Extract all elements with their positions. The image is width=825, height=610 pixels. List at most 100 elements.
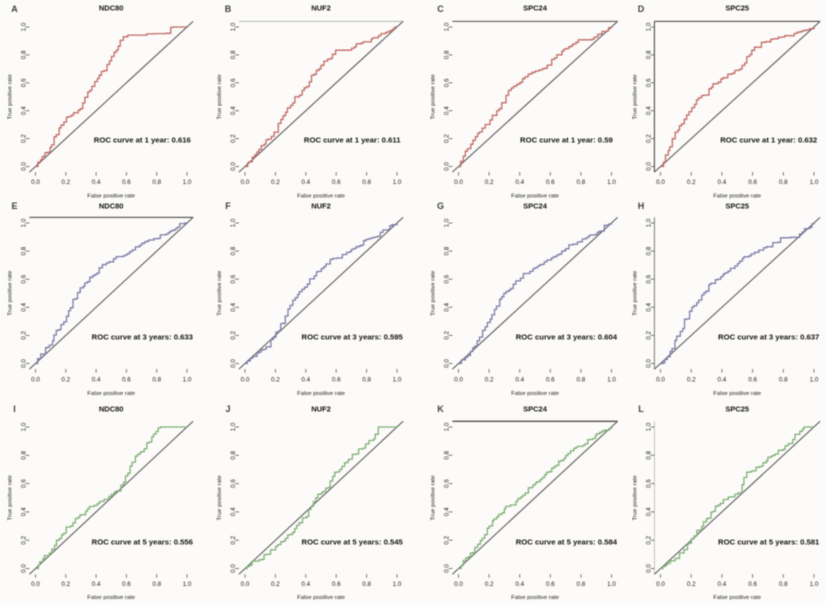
svg-text:0.8: 0.8 — [444, 50, 451, 59]
svg-text:True positive rate: True positive rate — [8, 73, 14, 119]
svg-text:0.6: 0.6 — [646, 78, 653, 87]
svg-text:0.8: 0.8 — [646, 246, 653, 255]
svg-text:0.8: 0.8 — [152, 179, 161, 186]
svg-text:True positive rate: True positive rate — [217, 270, 223, 316]
svg-text:0.0: 0.0 — [31, 581, 40, 588]
svg-text:0.4: 0.4 — [301, 377, 310, 384]
svg-text:0.8: 0.8 — [577, 581, 586, 588]
svg-text:NUF2: NUF2 — [311, 4, 331, 13]
svg-text:True positive rate: True positive rate — [8, 270, 14, 316]
svg-text:0.0: 0.0 — [656, 581, 665, 588]
svg-text:0.0: 0.0 — [646, 162, 653, 171]
svg-text:1.0: 1.0 — [393, 581, 402, 588]
svg-text:NDC80: NDC80 — [99, 202, 124, 211]
svg-text:0.0: 0.0 — [646, 359, 653, 368]
svg-text:NUF2: NUF2 — [311, 405, 331, 414]
svg-text:0.6: 0.6 — [444, 274, 451, 283]
svg-text:G: G — [437, 201, 444, 211]
svg-text:ROC curve at 5 years: 0.581: ROC curve at 5 years: 0.581 — [718, 537, 820, 546]
svg-text:False positive rate: False positive rate — [297, 391, 346, 397]
svg-text:0.0: 0.0 — [454, 377, 463, 384]
svg-text:True positive rate: True positive rate — [633, 270, 639, 316]
svg-text:1.0: 1.0 — [607, 179, 616, 186]
svg-text:0.8: 0.8 — [779, 377, 788, 384]
svg-text:F: F — [225, 201, 231, 211]
svg-text:0.8: 0.8 — [646, 50, 653, 59]
svg-text:0.0: 0.0 — [21, 359, 28, 368]
svg-text:0.2: 0.2 — [687, 179, 696, 186]
svg-text:False positive rate: False positive rate — [511, 391, 560, 397]
svg-text:ROC curve at 5 years: 0.545: ROC curve at 5 years: 0.545 — [302, 537, 404, 546]
svg-text:0.8: 0.8 — [230, 450, 237, 459]
svg-text:ROC curve at 3 years: 0.604: ROC curve at 3 years: 0.604 — [516, 333, 618, 342]
svg-text:J: J — [225, 404, 230, 414]
svg-text:0.2: 0.2 — [646, 331, 653, 340]
svg-text:0.2: 0.2 — [230, 134, 237, 143]
svg-text:0.8: 0.8 — [779, 581, 788, 588]
svg-text:True positive rate: True positive rate — [633, 73, 639, 119]
svg-text:0.2: 0.2 — [687, 377, 696, 384]
svg-text:0.2: 0.2 — [21, 134, 28, 143]
svg-text:0.6: 0.6 — [748, 581, 757, 588]
svg-text:1.0: 1.0 — [21, 422, 28, 431]
svg-text:ROC curve at 1 year: 0.611: ROC curve at 1 year: 0.611 — [304, 136, 401, 145]
svg-text:False positive rate: False positive rate — [87, 194, 136, 200]
svg-text:0.6: 0.6 — [444, 78, 451, 87]
svg-text:1.0: 1.0 — [21, 218, 28, 227]
svg-text:ROC curve at 3 years: 0.637: ROC curve at 3 years: 0.637 — [718, 333, 819, 342]
svg-text:False positive rate: False positive rate — [511, 595, 560, 601]
svg-text:0.2: 0.2 — [230, 535, 237, 544]
svg-text:0.6: 0.6 — [444, 479, 451, 488]
svg-text:0.2: 0.2 — [21, 331, 28, 340]
svg-text:0.4: 0.4 — [444, 302, 451, 311]
svg-text:0.4: 0.4 — [718, 179, 727, 186]
svg-text:0.6: 0.6 — [646, 274, 653, 283]
svg-text:0.4: 0.4 — [92, 179, 101, 186]
svg-text:1.0: 1.0 — [444, 218, 451, 227]
svg-text:0.6: 0.6 — [748, 377, 757, 384]
svg-text:0.8: 0.8 — [362, 377, 371, 384]
svg-text:0.6: 0.6 — [21, 78, 28, 87]
svg-text:0.2: 0.2 — [485, 581, 494, 588]
svg-text:0.4: 0.4 — [444, 507, 451, 516]
svg-text:1.0: 1.0 — [607, 581, 616, 588]
svg-text:0.6: 0.6 — [332, 179, 341, 186]
svg-text:0.2: 0.2 — [646, 535, 653, 544]
svg-text:0.8: 0.8 — [21, 246, 28, 255]
svg-text:1.0: 1.0 — [183, 377, 192, 384]
svg-text:1.0: 1.0 — [646, 22, 653, 31]
svg-text:0.4: 0.4 — [21, 106, 28, 115]
svg-text:ROC curve at 1 year: 0.632: ROC curve at 1 year: 0.632 — [720, 136, 817, 145]
svg-text:0.8: 0.8 — [444, 246, 451, 255]
svg-text:A: A — [11, 4, 18, 14]
svg-text:True positive rate: True positive rate — [217, 73, 223, 119]
svg-text:0.8: 0.8 — [779, 179, 788, 186]
svg-text:0.6: 0.6 — [546, 581, 555, 588]
svg-text:0.4: 0.4 — [301, 179, 310, 186]
svg-text:0.2: 0.2 — [61, 377, 70, 384]
svg-text:True positive rate: True positive rate — [431, 73, 437, 119]
svg-text:0.0: 0.0 — [21, 162, 28, 171]
svg-text:0.6: 0.6 — [748, 179, 757, 186]
svg-text:ROC curve at 3 years: 0.633: ROC curve at 3 years: 0.633 — [92, 333, 193, 342]
svg-text:0.8: 0.8 — [21, 50, 28, 59]
svg-text:False positive rate: False positive rate — [87, 595, 136, 601]
svg-text:0.2: 0.2 — [21, 535, 28, 544]
svg-text:NDC80: NDC80 — [99, 405, 124, 414]
svg-text:ROC curve at 1 year: 0.616: ROC curve at 1 year: 0.616 — [94, 136, 191, 145]
svg-text:0.0: 0.0 — [444, 359, 451, 368]
svg-text:0.6: 0.6 — [646, 479, 653, 488]
svg-text:0.0: 0.0 — [31, 179, 40, 186]
svg-text:0.4: 0.4 — [21, 302, 28, 311]
svg-text:0.2: 0.2 — [271, 581, 280, 588]
svg-text:1.0: 1.0 — [21, 22, 28, 31]
svg-text:0.4: 0.4 — [515, 581, 524, 588]
svg-text:L: L — [638, 404, 644, 414]
svg-text:ROC curve at 5 years: 0.556: ROC curve at 5 years: 0.556 — [92, 537, 193, 546]
svg-text:0.2: 0.2 — [271, 179, 280, 186]
svg-text:C: C — [437, 4, 444, 14]
svg-text:0.4: 0.4 — [515, 179, 524, 186]
svg-text:0.2: 0.2 — [271, 377, 280, 384]
svg-text:0.4: 0.4 — [230, 507, 237, 516]
svg-text:1.0: 1.0 — [810, 179, 819, 186]
